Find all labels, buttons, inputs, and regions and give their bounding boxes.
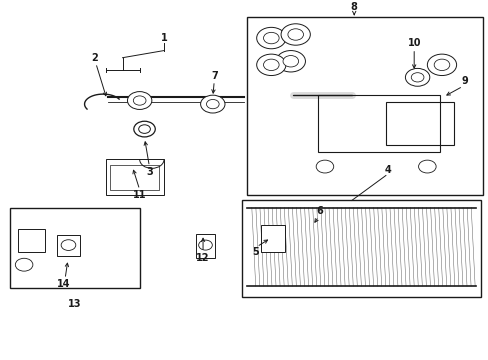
Circle shape bbox=[433, 59, 449, 71]
Bar bbox=[57, 235, 80, 256]
Circle shape bbox=[263, 32, 279, 44]
Circle shape bbox=[405, 68, 429, 86]
Circle shape bbox=[133, 96, 146, 105]
Text: 10: 10 bbox=[407, 39, 420, 48]
Circle shape bbox=[418, 160, 435, 173]
Bar bbox=[10, 208, 140, 288]
Bar bbox=[242, 201, 480, 297]
Circle shape bbox=[206, 99, 219, 109]
Circle shape bbox=[263, 59, 279, 71]
Bar bbox=[246, 17, 483, 195]
Circle shape bbox=[134, 121, 155, 137]
Circle shape bbox=[256, 27, 285, 49]
Circle shape bbox=[283, 55, 298, 67]
Text: 5: 5 bbox=[251, 247, 258, 257]
Text: 7: 7 bbox=[210, 71, 217, 81]
Text: 3: 3 bbox=[146, 167, 152, 177]
Text: 4: 4 bbox=[384, 165, 391, 175]
Circle shape bbox=[410, 73, 423, 82]
Text: 2: 2 bbox=[91, 53, 98, 63]
Circle shape bbox=[427, 54, 456, 76]
Circle shape bbox=[139, 125, 150, 133]
Circle shape bbox=[127, 91, 152, 109]
Text: 13: 13 bbox=[68, 299, 81, 309]
Bar bbox=[385, 102, 453, 145]
Bar bbox=[317, 95, 439, 152]
Text: 9: 9 bbox=[461, 76, 468, 86]
Bar bbox=[110, 165, 159, 190]
Text: 14: 14 bbox=[57, 279, 71, 289]
Text: 1: 1 bbox=[161, 33, 167, 43]
Text: 8: 8 bbox=[350, 2, 357, 12]
Text: 12: 12 bbox=[196, 253, 209, 262]
Bar bbox=[18, 229, 44, 252]
Circle shape bbox=[276, 50, 305, 72]
Circle shape bbox=[200, 95, 224, 113]
Bar bbox=[105, 159, 163, 195]
Text: 6: 6 bbox=[316, 206, 323, 216]
Circle shape bbox=[198, 240, 212, 250]
Bar bbox=[260, 225, 285, 252]
Circle shape bbox=[287, 29, 303, 40]
Circle shape bbox=[316, 160, 333, 173]
Circle shape bbox=[281, 24, 310, 45]
Circle shape bbox=[256, 54, 285, 76]
Text: 11: 11 bbox=[133, 190, 146, 200]
Bar bbox=[195, 234, 215, 257]
